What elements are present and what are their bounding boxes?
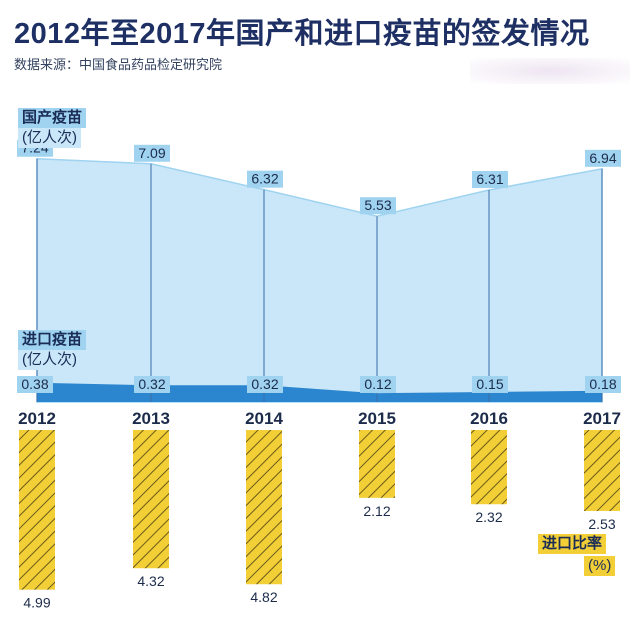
domestic-label-bg-2014 bbox=[247, 170, 283, 188]
legend-domestic-unit: (亿人次) bbox=[18, 128, 81, 148]
year-label-2015: 2015 bbox=[358, 409, 396, 428]
domestic-label-bg-2016 bbox=[472, 170, 508, 188]
ratio-value-2012: 4.99 bbox=[23, 595, 50, 611]
chart-title: 2012年至2017年国产和进口疫苗的签发情况 bbox=[14, 18, 590, 50]
imported-label-bg-2016 bbox=[472, 376, 508, 393]
imported-value-2016: 0.15 bbox=[476, 376, 503, 392]
ratio-bar-2016 bbox=[471, 430, 507, 505]
ratio-bar-2014 bbox=[246, 430, 282, 585]
domestic-label-bg-2013 bbox=[134, 144, 170, 162]
imported-value-2017: 0.18 bbox=[589, 376, 616, 392]
year-label-2013: 2013 bbox=[132, 409, 170, 428]
domestic-label-bg-2017 bbox=[585, 149, 621, 167]
ratio-bar-2012 bbox=[19, 430, 55, 590]
year-label-2012: 2012 bbox=[18, 409, 56, 428]
year-label-2014: 2014 bbox=[245, 409, 283, 428]
imported-value-2015: 0.12 bbox=[364, 376, 391, 392]
domestic-label-bg-2015 bbox=[360, 197, 396, 215]
imported-label-bg-2012 bbox=[17, 376, 53, 393]
decorative-glow bbox=[470, 58, 630, 84]
ratio-value-2014: 4.82 bbox=[250, 589, 277, 605]
domestic-value-2014: 6.32 bbox=[251, 171, 278, 187]
ratio-value-2017: 2.53 bbox=[588, 516, 615, 532]
imported-value-2013: 0.32 bbox=[138, 376, 165, 392]
ratio-value-2015: 2.12 bbox=[363, 503, 390, 519]
legend-imported-unit: (亿人次) bbox=[18, 350, 81, 370]
domestic-value-2017: 6.94 bbox=[589, 150, 616, 166]
imported-label-bg-2015 bbox=[360, 376, 396, 393]
ratio-bar-2015 bbox=[359, 430, 395, 498]
ratio-value-2016: 2.32 bbox=[475, 509, 502, 525]
legend-ratio-unit: (%) bbox=[584, 556, 616, 576]
imported-area bbox=[37, 382, 602, 402]
ratio-value-2013: 4.32 bbox=[137, 573, 164, 589]
legend-domestic-name: 国产疫苗 bbox=[18, 108, 87, 128]
domestic-value-2013: 7.09 bbox=[138, 145, 165, 161]
data-source-note: 数据来源：中国食品药品检定研究院 bbox=[14, 57, 223, 72]
year-label-2017: 2017 bbox=[583, 409, 621, 428]
imported-label-bg-2017 bbox=[585, 376, 621, 393]
imported-label-bg-2014 bbox=[247, 376, 283, 393]
domestic-value-2016: 6.31 bbox=[476, 171, 503, 187]
domestic-value-2015: 5.53 bbox=[364, 197, 391, 213]
legend-imported-name: 进口疫苗 bbox=[18, 330, 87, 350]
imported-value-2014: 0.32 bbox=[251, 376, 278, 392]
imported-value-2012: 0.38 bbox=[21, 376, 48, 392]
ratio-bar-2017 bbox=[584, 430, 620, 511]
imported-label-bg-2013 bbox=[134, 376, 170, 393]
legend-ratio-name: 进口比率 bbox=[538, 534, 607, 554]
ratio-bar-2013 bbox=[133, 430, 169, 569]
year-label-2016: 2016 bbox=[470, 409, 508, 428]
domestic-area bbox=[36, 157, 603, 403]
